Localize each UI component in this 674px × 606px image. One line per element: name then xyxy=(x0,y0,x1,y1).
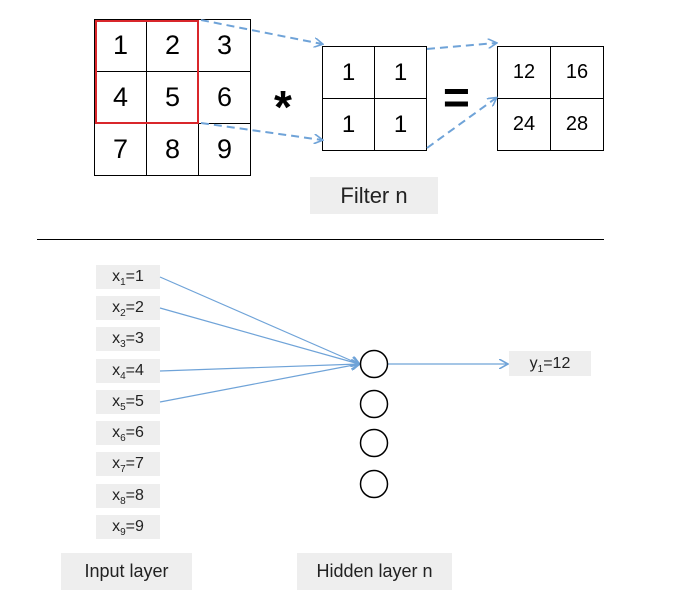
input-cell: 3 xyxy=(198,19,251,72)
input-node-label: x7=7 xyxy=(96,452,160,476)
input-node-label: x8=8 xyxy=(96,484,160,508)
hidden-neuron xyxy=(359,389,389,419)
filter-label: Filter n xyxy=(310,177,438,214)
output-cell: 28 xyxy=(550,98,604,151)
convolution-operator: * xyxy=(274,81,292,133)
output-cell: 16 xyxy=(550,46,604,99)
filter-cell: 1 xyxy=(322,46,375,99)
input-node-label: x9=9 xyxy=(96,515,160,539)
connection-line xyxy=(159,307,359,364)
hidden-neuron xyxy=(359,349,389,379)
section-divider xyxy=(37,239,604,240)
output-cell: 12 xyxy=(497,46,551,99)
input-node-label: x4=4 xyxy=(96,359,160,383)
hidden-layer-label: Hidden layer n xyxy=(297,553,452,590)
input-matrix: 1 2 3 4 5 6 7 8 9 xyxy=(94,19,251,176)
connection-line xyxy=(159,364,359,372)
input-cell: 8 xyxy=(146,123,199,176)
input-cell: 6 xyxy=(198,71,251,124)
input-node-label: x3=3 xyxy=(96,327,160,351)
input-node-label: x6=6 xyxy=(96,421,160,445)
hidden-neuron xyxy=(359,428,389,458)
input-node-label: x5=5 xyxy=(96,390,160,414)
input-node-label: x2=2 xyxy=(96,296,160,320)
input-cell: 4 xyxy=(94,71,147,124)
output-node-label: y1=12 xyxy=(509,351,591,376)
equals-operator: = xyxy=(443,71,470,123)
connection-line xyxy=(159,364,359,403)
input-cell: 1 xyxy=(94,19,147,72)
connection-line xyxy=(159,276,359,364)
input-cell: 2 xyxy=(146,19,199,72)
input-layer-label: Input layer xyxy=(61,553,192,590)
filter-cell: 1 xyxy=(374,98,427,151)
input-cell: 5 xyxy=(146,71,199,124)
input-node-label: x1=1 xyxy=(96,265,160,289)
output-cell: 24 xyxy=(497,98,551,151)
dashed-arrow xyxy=(426,43,496,50)
input-cell: 7 xyxy=(94,123,147,176)
filter-cell: 1 xyxy=(374,46,427,99)
filter-cell: 1 xyxy=(322,98,375,151)
filter-matrix: 1 1 1 1 xyxy=(322,46,427,151)
output-matrix: 12 16 24 28 xyxy=(497,46,604,151)
input-cell: 9 xyxy=(198,123,251,176)
hidden-neuron xyxy=(359,469,389,499)
